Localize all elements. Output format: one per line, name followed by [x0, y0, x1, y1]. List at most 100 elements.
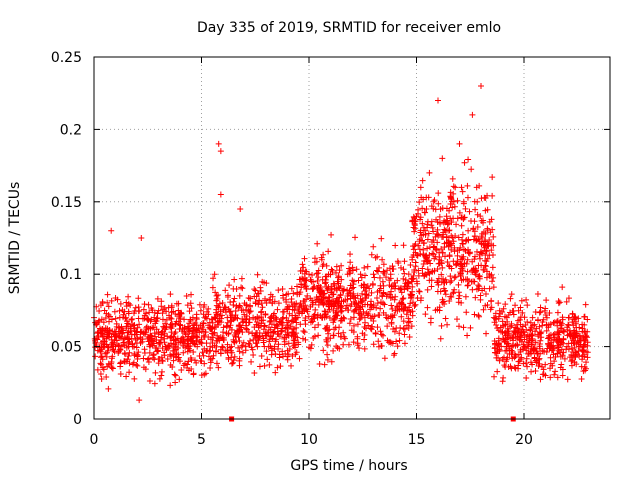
axes: 0 0.05 0.1 0.15 0.2 0.25 0 5 10 15 20: [51, 50, 611, 448]
data-point: [263, 329, 269, 336]
data-point: [561, 355, 568, 362]
data-point: [320, 251, 327, 258]
data-point: [133, 340, 140, 347]
data-point: [308, 341, 315, 348]
data-point: [357, 271, 364, 278]
data-point: [241, 311, 248, 318]
data-point: [97, 360, 104, 367]
data-point: [409, 217, 416, 224]
data-point: [256, 363, 263, 370]
data-point: [565, 295, 572, 302]
data-point: [125, 293, 132, 300]
data-point: [512, 329, 519, 336]
data-point: [435, 190, 442, 197]
data-point: [423, 252, 430, 259]
data-point: [322, 312, 329, 319]
data-point: [267, 291, 274, 298]
data-point: [362, 287, 369, 294]
data-point: [146, 343, 153, 350]
data-point: [354, 340, 361, 347]
data-point: [261, 279, 268, 286]
data-point: [350, 290, 357, 297]
data-point: [534, 291, 541, 298]
data-point: [460, 198, 467, 205]
data-point: [242, 322, 249, 329]
data-point: [272, 316, 279, 323]
data-point: [523, 296, 530, 303]
data-point: [495, 300, 502, 307]
data-point: [274, 364, 281, 371]
data-point: [321, 280, 328, 287]
data-point: [167, 314, 174, 321]
data-point: [302, 302, 309, 309]
data-point: [92, 319, 99, 326]
data-point: [473, 267, 480, 274]
data-point: [334, 278, 341, 285]
data-point: [204, 308, 211, 315]
data-point: [450, 238, 457, 245]
y-tick-label: 0.25: [51, 50, 82, 66]
data-point: [205, 305, 212, 312]
data-point: [150, 351, 157, 358]
data-point: [135, 304, 142, 311]
data-point: [296, 309, 303, 316]
data-point: [271, 328, 278, 335]
data-point: [489, 278, 496, 285]
data-point: [547, 354, 554, 361]
data-point: [300, 264, 307, 271]
data-point: [523, 355, 530, 362]
data-point: [482, 302, 489, 309]
data-point: [368, 289, 375, 296]
data-point: [220, 334, 227, 341]
data-point: [456, 292, 463, 299]
data-point: [471, 253, 478, 260]
data-point: [370, 317, 377, 324]
data-point: [338, 262, 345, 269]
data-point: [345, 341, 352, 348]
data-point: [474, 224, 481, 231]
data-point: [361, 345, 368, 352]
data-point: [564, 343, 570, 350]
data-point: [283, 324, 290, 331]
data-point: [404, 285, 411, 292]
data-point: [137, 334, 144, 341]
data-point: [420, 246, 427, 253]
data-point: [251, 370, 258, 377]
y-tick-label: 0: [73, 412, 82, 428]
data-point: [341, 315, 348, 322]
data-point: [384, 323, 391, 330]
data-point: [224, 314, 231, 321]
data-point: [403, 311, 410, 318]
data-point: [111, 336, 118, 343]
data-point: [299, 267, 306, 274]
data-point: [354, 292, 361, 299]
data-point: [227, 322, 234, 329]
data-point: [335, 273, 342, 280]
data-point: [124, 320, 131, 327]
data-point: [291, 325, 298, 332]
data-point: [424, 236, 431, 243]
data-point: [555, 300, 562, 307]
data-point: [569, 319, 576, 326]
data-point: [387, 271, 394, 278]
data-point: [151, 380, 158, 387]
data-point: [467, 249, 474, 256]
data-point: [352, 306, 359, 313]
data-point: [250, 314, 257, 321]
data-point: [532, 339, 539, 346]
data-point: [132, 304, 139, 311]
data-point: [323, 338, 330, 345]
data-point: [543, 314, 550, 321]
data-point: [419, 177, 426, 184]
data-point: [372, 330, 379, 337]
data-point: [140, 306, 147, 313]
data-point: [459, 188, 466, 195]
data-point: [320, 294, 327, 301]
data-point: [293, 349, 300, 356]
data-point: [258, 317, 265, 324]
data-point: [409, 256, 416, 263]
data-point: [237, 206, 244, 213]
data-point: [372, 254, 379, 261]
data-point: [543, 327, 550, 334]
x-tick-label: 15: [408, 432, 426, 448]
